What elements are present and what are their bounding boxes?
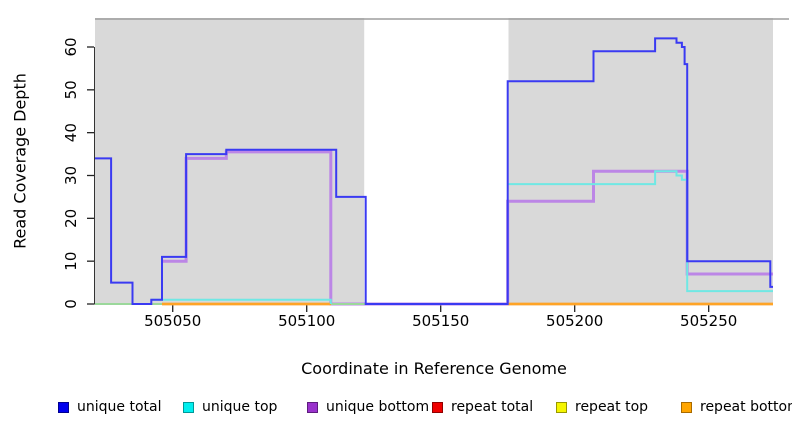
- y-tick-label: 60: [62, 37, 80, 56]
- plot-region-unshaded-gap: [364, 18, 509, 304]
- x-tick-label: 505050: [144, 312, 201, 330]
- series-unique-total-line: [95, 37, 773, 305]
- legend-swatch-icon: [432, 401, 443, 413]
- legend-swatch-icon: [183, 401, 194, 413]
- legend-item-unique-top: unique top: [183, 397, 277, 417]
- legend-label: unique top: [202, 399, 278, 415]
- plot-region-shaded-left: [95, 18, 365, 304]
- y-tick-label: 30: [62, 166, 80, 185]
- y-tick-label: 0: [62, 299, 80, 309]
- x-tick-label: 505100: [278, 312, 335, 330]
- legend-swatch-icon: [307, 401, 318, 413]
- legend-item-unique-total: unique total: [58, 397, 161, 417]
- x-tick-label: 505150: [412, 312, 469, 330]
- legend-swatch-icon: [58, 401, 69, 413]
- plot-region-shaded-right: [508, 18, 773, 304]
- x-axis-title: Coordinate in Reference Genome: [301, 359, 567, 378]
- legend-item-repeat-total: repeat total: [432, 397, 533, 417]
- legend-label: unique bottom: [326, 399, 430, 415]
- chart-svg: 505050 505100 505150 505200 505250 0 10 20 30 40 5…: [62, 18, 789, 330]
- legend-label: unique total: [77, 399, 162, 415]
- legend-item-repeat-top: repeat top: [556, 397, 648, 417]
- legend-swatch-icon: [681, 401, 692, 413]
- legend-item-repeat-bottom: repeat bottom: [681, 397, 792, 417]
- y-tick-label: 40: [62, 123, 80, 142]
- y-tick-label: 50: [62, 80, 80, 99]
- x-tick-label: 505200: [546, 312, 603, 330]
- y-axis-title: Read Coverage Depth: [10, 73, 30, 249]
- legend-label: repeat bottom: [700, 399, 792, 415]
- y-tick-label: 10: [62, 252, 80, 271]
- legend-swatch-icon: [556, 401, 567, 413]
- x-tick-label: 505250: [680, 312, 737, 330]
- legend-label: repeat top: [575, 399, 649, 415]
- series-unique-top-line: [151, 298, 332, 304]
- legend-item-unique-bottom: unique bottom: [307, 397, 429, 417]
- y-tick-label: 20: [62, 209, 80, 228]
- legend: unique total unique top unique bottom repea…: [0, 397, 792, 421]
- legend-label: repeat total: [451, 399, 534, 415]
